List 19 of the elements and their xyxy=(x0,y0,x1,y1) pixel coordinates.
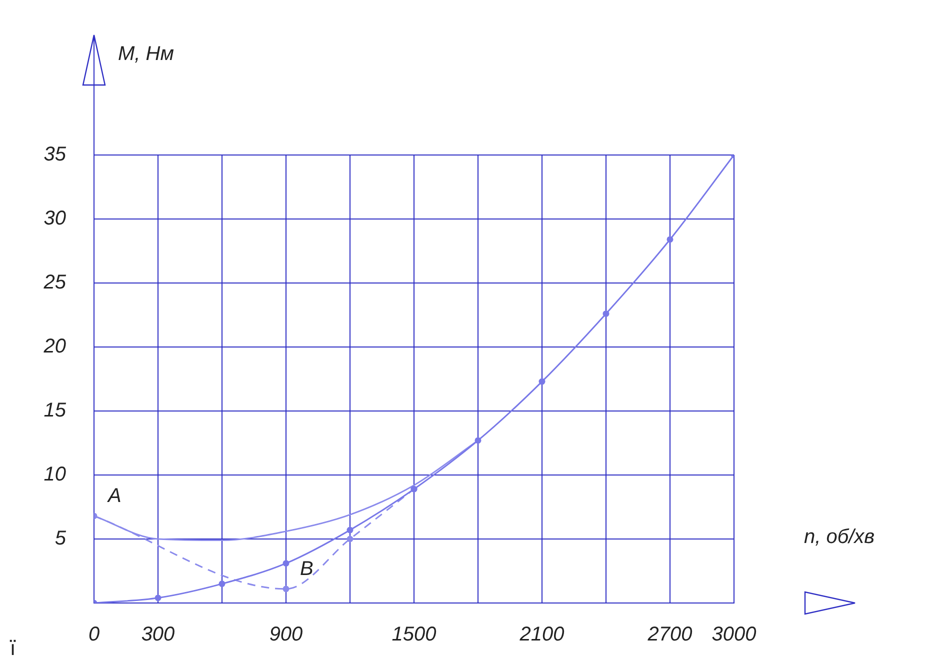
text: ї xyxy=(9,636,16,660)
y-tick-label: 25 xyxy=(42,272,67,294)
y-tick-label: 10 xyxy=(44,464,66,486)
annotation: A xyxy=(107,484,122,507)
y-axis-title: M, Нм xyxy=(118,43,174,65)
x-tick-label: 0 xyxy=(88,624,100,646)
y-tick-label: 30 xyxy=(44,208,66,230)
x-tick-label: 900 xyxy=(269,624,303,646)
y-tick-label: 5 xyxy=(54,528,67,550)
x-axis-title: n, об/хв xyxy=(804,526,875,548)
y-tick-label: 35 xyxy=(44,144,67,166)
x-tick-label: 2100 xyxy=(518,624,564,646)
x-tick-label: 300 xyxy=(141,624,175,646)
x-tick-label: 1500 xyxy=(392,624,436,646)
x-tick-label: 2700 xyxy=(646,624,692,646)
y-tick-label: 20 xyxy=(42,336,66,358)
annotation: B xyxy=(300,558,314,580)
x-tick-label: 3000 xyxy=(712,624,756,646)
y-tick-label: 15 xyxy=(44,400,67,422)
